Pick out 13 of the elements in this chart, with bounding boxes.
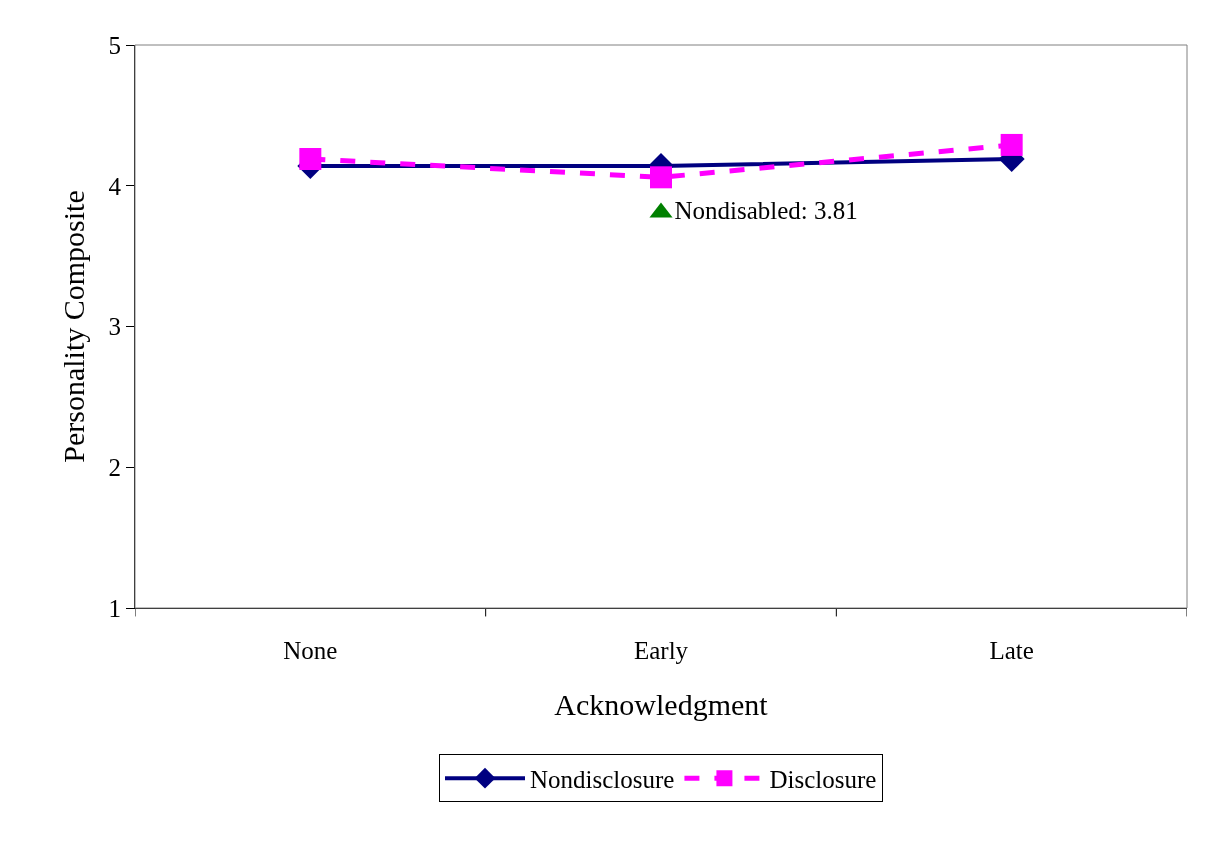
y-tick-label: 1	[108, 594, 121, 622]
data-label: Nondisabled: 3.81	[674, 196, 858, 224]
y-tick-label: 4	[108, 172, 122, 200]
y-tick-label: 5	[108, 31, 121, 59]
x-axis-title: Acknowledgment	[554, 687, 769, 721]
y-tick-label: 2	[108, 454, 121, 481]
y-tick-label: 3	[108, 313, 121, 341]
x-tick-label: None	[283, 637, 338, 664]
legend-label: Disclosure	[769, 765, 877, 793]
x-tick-label: Early	[633, 637, 689, 664]
x-tick-label: Late	[989, 637, 1034, 664]
legend-label: Nondisclosure	[530, 765, 675, 793]
y-axis-title: Personality Composite	[56, 190, 90, 463]
